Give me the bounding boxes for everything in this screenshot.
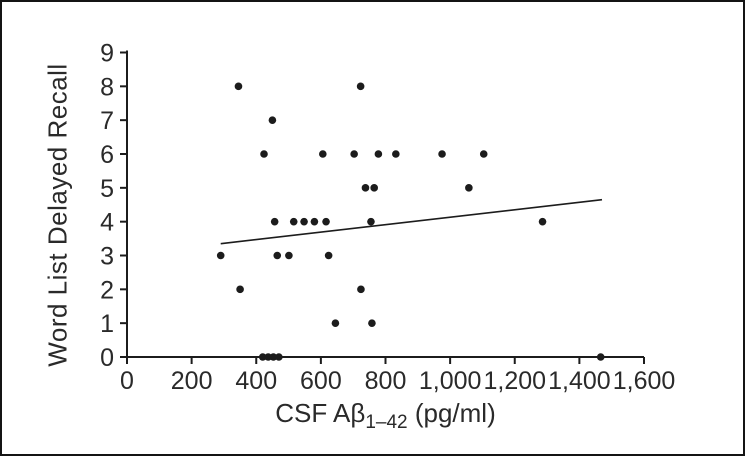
trend-line: [220, 198, 603, 245]
x-axis-title-subscript: 1–42: [365, 412, 408, 433]
data-point: [273, 251, 282, 260]
data-point: [275, 353, 283, 361]
y-tick-label: 8: [100, 73, 114, 101]
data-point: [361, 184, 370, 192]
data-point: [322, 217, 330, 226]
y-tick-label: 5: [100, 175, 114, 203]
data-point: [331, 319, 340, 327]
data-point: [260, 150, 268, 158]
x-axis-title-suffix: (pg/ml): [407, 398, 496, 428]
data-point: [300, 217, 308, 226]
data-point: [289, 217, 298, 226]
data-point: [324, 251, 333, 260]
x-tick-label: 400: [235, 367, 277, 395]
y-tick-label: 4: [100, 209, 114, 237]
y-axis-title: Word List Delayed Recall: [42, 63, 73, 367]
x-axis-title: CSF Aβ1–42 (pg/ml): [127, 398, 644, 433]
y-tick-label: 0: [100, 344, 114, 372]
data-point: [374, 150, 383, 158]
data-point: [285, 251, 293, 260]
data-point: [216, 251, 225, 260]
data-point: [370, 184, 378, 192]
data-point: [596, 353, 605, 361]
y-tick-label: 9: [100, 40, 114, 68]
x-tick-label: 200: [171, 367, 213, 395]
data-point: [438, 150, 446, 158]
x-tick-label: 1,600: [613, 367, 676, 395]
data-point: [350, 150, 358, 158]
data-point: [368, 319, 376, 327]
data-point: [268, 116, 277, 124]
data-point: [538, 217, 547, 226]
data-point: [258, 353, 267, 361]
x-tick-label: 1,400: [548, 367, 611, 395]
y-tick-label: 3: [100, 243, 114, 271]
y-tick-label: 7: [100, 107, 114, 135]
y-tick-label: 1: [100, 310, 114, 338]
data-point: [356, 82, 365, 91]
data-point: [270, 217, 279, 226]
data-point: [479, 150, 488, 158]
data-point: [234, 82, 243, 91]
x-tick-label: 1,000: [419, 367, 482, 395]
data-point: [367, 217, 375, 226]
y-tick-label: 6: [100, 141, 114, 169]
data-point: [310, 217, 319, 226]
data-point: [269, 353, 278, 361]
x-tick-label: 1,200: [483, 367, 546, 395]
x-tick-label: 600: [300, 367, 342, 395]
x-axis-title-prefix: CSF Aβ: [275, 398, 366, 428]
data-point: [236, 285, 244, 294]
y-tick-label: 2: [100, 276, 114, 304]
data-point: [465, 184, 473, 192]
data-point: [392, 150, 400, 158]
x-tick-label: 0: [120, 367, 134, 395]
x-tick-label: 800: [365, 367, 407, 395]
data-point: [319, 150, 327, 158]
data-point: [357, 285, 365, 294]
